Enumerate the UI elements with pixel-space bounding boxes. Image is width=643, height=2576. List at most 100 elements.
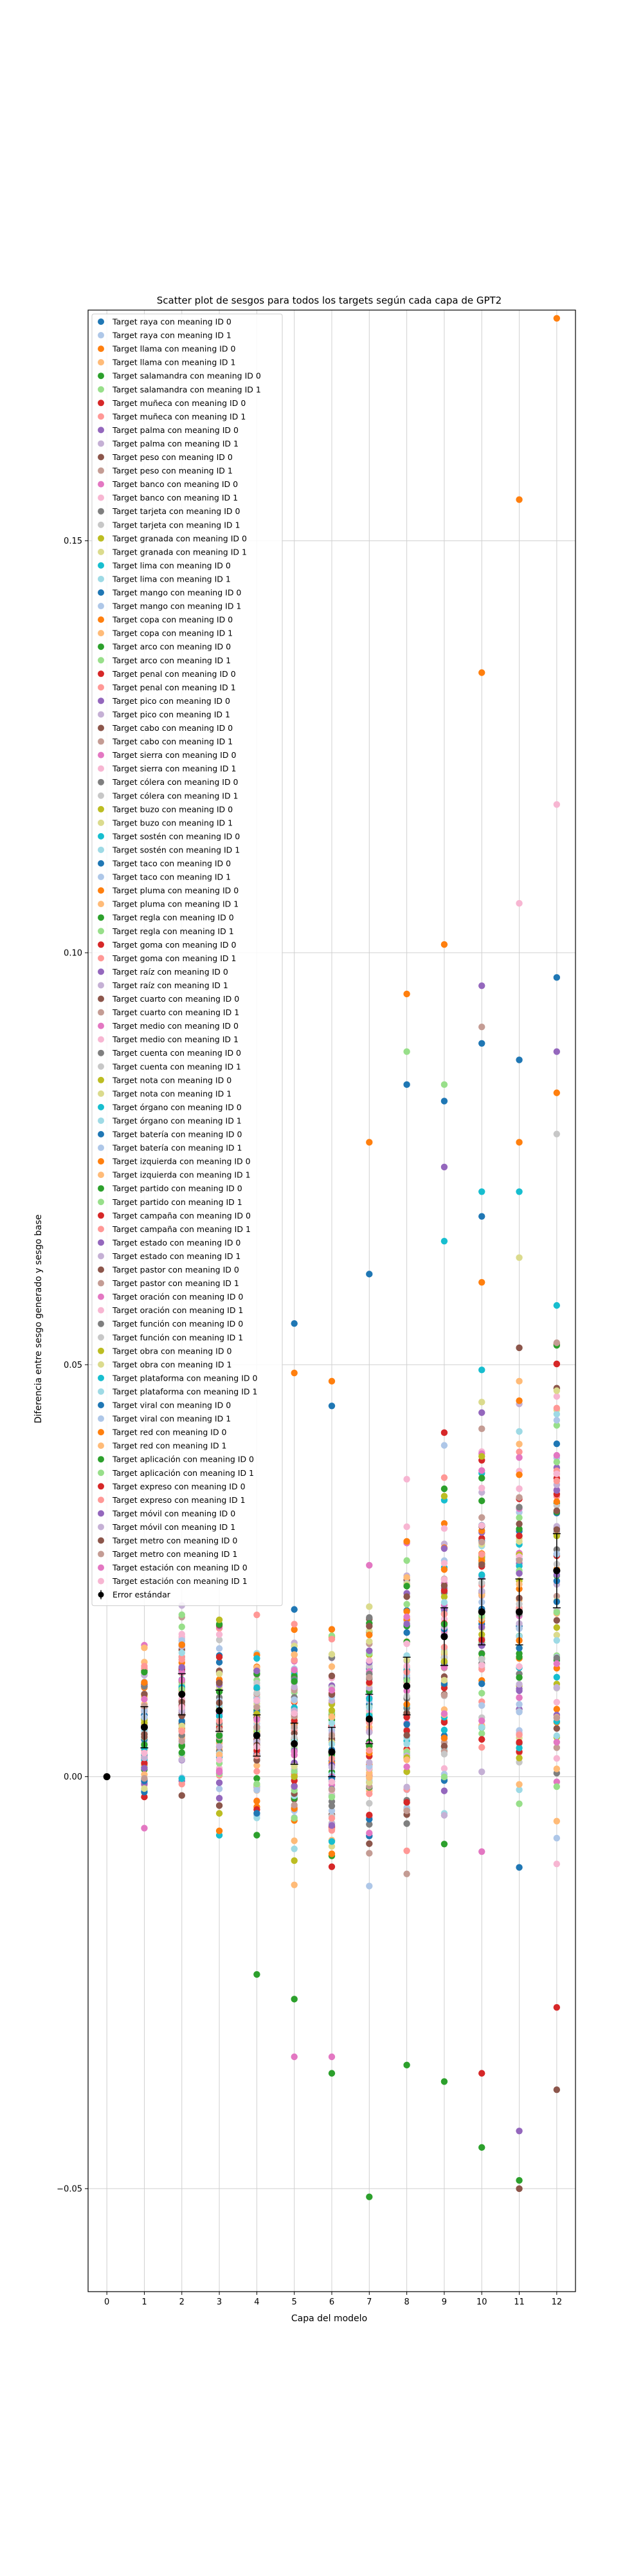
scatter-point xyxy=(291,1621,298,1628)
scatter-point xyxy=(328,1822,336,1829)
scatter-point xyxy=(366,1779,373,1786)
scatter-point xyxy=(366,1747,373,1754)
scatter-point xyxy=(440,1734,448,1742)
scatter-point xyxy=(553,1404,561,1412)
scatter-point xyxy=(440,1751,448,1758)
scatter-point xyxy=(253,1787,260,1794)
scatter-point xyxy=(178,1611,185,1619)
legend-marker xyxy=(98,738,104,745)
legend-marker xyxy=(98,454,104,461)
scatter-point xyxy=(328,2053,336,2061)
legend-marker xyxy=(98,778,104,786)
scatter-point xyxy=(478,1040,485,1047)
scatter-point xyxy=(178,1712,185,1720)
scatter-point xyxy=(291,2053,298,2061)
scatter-point xyxy=(328,1786,336,1793)
legend-marker xyxy=(98,1185,104,1192)
scatter-point xyxy=(516,1139,523,1146)
scatter-point xyxy=(141,1760,148,1767)
scatter-point xyxy=(215,1827,223,1835)
scatter-point xyxy=(178,1623,185,1630)
legend-entry: Target red con meaning ID 1 xyxy=(112,1441,227,1451)
scatter-point xyxy=(478,1650,485,1657)
scatter-point xyxy=(516,1738,523,1746)
legend-marker xyxy=(98,1009,104,1016)
scatter-point xyxy=(291,1606,298,1613)
legend-entry: Target móvil con meaning ID 1 xyxy=(112,1522,235,1532)
legend-entry: Target granada con meaning ID 0 xyxy=(112,533,247,543)
scatter-point xyxy=(403,1613,410,1621)
scatter-point xyxy=(215,1785,223,1792)
scatter-point xyxy=(291,1678,298,1685)
legend-marker xyxy=(98,1117,104,1124)
legend-entry: Target salamandra con meaning ID 1 xyxy=(112,385,261,394)
scatter-point xyxy=(403,1870,410,1877)
scatter-point xyxy=(403,1557,410,1564)
legend-marker xyxy=(98,1469,104,1477)
scatter-point xyxy=(516,1448,523,1455)
scatter-point xyxy=(178,1630,185,1638)
scatter-point xyxy=(440,1718,448,1726)
legend-marker xyxy=(98,1496,104,1504)
scatter-point xyxy=(553,1339,561,1347)
scatter-point xyxy=(553,1834,561,1842)
legend-entry: Target medio con meaning ID 1 xyxy=(112,1035,239,1044)
legend-entry: Target pastor con meaning ID 0 xyxy=(112,1265,239,1274)
scatter-point xyxy=(553,1765,561,1772)
scatter-point xyxy=(215,1743,223,1750)
legend-entry: Target pico con meaning ID 0 xyxy=(112,696,230,706)
scatter-point xyxy=(253,1810,260,1817)
legend-marker xyxy=(98,941,104,948)
legend-marker xyxy=(98,603,104,610)
scatter-point xyxy=(215,1779,223,1787)
scatter-point xyxy=(403,990,410,998)
legend-marker xyxy=(98,1103,104,1110)
legend-marker xyxy=(98,535,104,542)
scatter-point xyxy=(516,1440,523,1448)
legend-entry: Target oración con meaning ID 1 xyxy=(112,1305,243,1315)
scatter-point xyxy=(253,1689,260,1697)
legend-entry-error: Error estándar xyxy=(113,1590,171,1599)
legend-entry: Target batería con meaning ID 1 xyxy=(112,1143,242,1153)
legend-entry: Target medio con meaning ID 0 xyxy=(112,1021,239,1031)
mean-point xyxy=(365,1715,373,1723)
legend-entry: Target metro con meaning ID 0 xyxy=(112,1536,237,1545)
scatter-point xyxy=(478,1768,485,1776)
scatter-point xyxy=(553,1360,561,1368)
legend-entry: Target granada con meaning ID 1 xyxy=(112,547,247,557)
scatter-point xyxy=(516,1538,523,1545)
scatter-point xyxy=(440,1841,448,1848)
scatter-point xyxy=(366,1638,373,1645)
scatter-point xyxy=(291,1646,298,1653)
legend-marker xyxy=(98,1172,104,1179)
legend-entry: Target taco con meaning ID 0 xyxy=(112,859,231,869)
legend-entry: Target aplicación con meaning ID 0 xyxy=(112,1455,254,1464)
scatter-point xyxy=(440,1442,448,1449)
y-tick-label: 0.15 xyxy=(64,537,82,546)
scatter-point xyxy=(366,1790,373,1798)
scatter-point xyxy=(215,1679,223,1686)
legend-marker xyxy=(98,1158,104,1165)
legend-entry: Target regla con meaning ID 1 xyxy=(112,926,234,936)
scatter-point xyxy=(553,1422,561,1429)
legend-marker xyxy=(98,995,104,1002)
legend-marker xyxy=(98,751,104,759)
scatter-point xyxy=(141,1754,148,1762)
scatter-point xyxy=(328,1707,336,1714)
scatter-point xyxy=(553,974,561,981)
scatter-point xyxy=(478,1571,485,1578)
scatter-point xyxy=(403,1583,410,1590)
scatter-point xyxy=(403,1593,410,1600)
scatter-point xyxy=(516,1377,523,1385)
scatter-point xyxy=(440,1545,448,1552)
legend-marker xyxy=(98,1280,104,1287)
scatter-point xyxy=(516,1520,523,1527)
scatter-point xyxy=(328,1778,336,1785)
scatter-point xyxy=(366,1657,373,1664)
scatter-point xyxy=(516,1674,523,1681)
legend-marker xyxy=(98,1307,104,1314)
scatter-point xyxy=(403,1523,410,1531)
scatter-point xyxy=(328,1663,336,1670)
scatter-point xyxy=(516,1786,523,1794)
scatter-point xyxy=(366,1759,373,1766)
